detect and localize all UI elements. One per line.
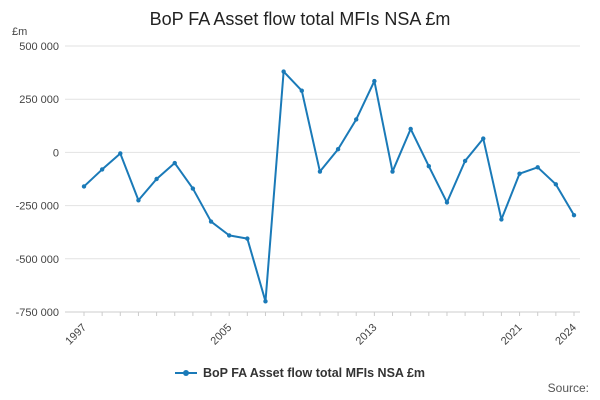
data-point[interactable]	[245, 236, 250, 241]
x-tick-label: 2024	[553, 322, 579, 348]
data-point[interactable]	[571, 212, 577, 218]
data-point[interactable]	[499, 217, 504, 222]
y-tick-label: 0	[53, 147, 59, 159]
data-point[interactable]	[462, 158, 468, 164]
data-point[interactable]	[535, 165, 540, 170]
chart-title: BoP FA Asset flow total MFIs NSA £m	[149, 9, 451, 29]
data-point[interactable]	[408, 126, 413, 132]
x-tick-label: 2005	[209, 322, 235, 348]
data-point[interactable]	[154, 176, 159, 182]
data-point[interactable]	[517, 171, 522, 176]
data-point[interactable]	[118, 151, 123, 156]
x-tick-label: 1997	[63, 322, 89, 348]
data-point[interactable]	[354, 117, 359, 122]
data-point[interactable]	[208, 219, 214, 224]
y-tick-label: -250 000	[16, 201, 59, 213]
series-group	[81, 69, 577, 304]
data-point[interactable]	[335, 147, 341, 152]
legend-label: BoP FA Asset flow total MFIs NSA £m	[202, 366, 426, 380]
data-point[interactable]	[172, 160, 177, 166]
data-point[interactable]	[136, 198, 141, 203]
y-axis-unit-label: £m	[12, 26, 27, 38]
x-tick-label: 2013	[354, 322, 380, 348]
x-axis: 1997 2005 2013 2021 2024	[63, 311, 580, 348]
x-tick-label: 2021	[499, 322, 525, 348]
data-point[interactable]	[390, 169, 395, 174]
data-point[interactable]	[281, 69, 286, 74]
data-point[interactable]	[372, 78, 377, 84]
data-point[interactable]	[444, 200, 450, 205]
data-point[interactable]	[81, 184, 87, 189]
data-point[interactable]	[190, 186, 196, 191]
y-tick-label: 250 000	[19, 94, 59, 106]
data-point[interactable]	[99, 167, 105, 172]
data-point[interactable]	[553, 182, 559, 187]
legend: BoP FA Asset flow total MFIs NSA £m	[0, 366, 600, 380]
y-tick-label: -500 000	[16, 254, 59, 266]
source-label: Source:	[547, 381, 589, 395]
data-point[interactable]	[263, 299, 268, 304]
y-tick-label: -750 000	[16, 307, 59, 319]
y-tick-label: 500 000	[19, 41, 59, 53]
y-axis-ticks: 500 000 250 000 0 -250 000 -500 000 -750 000	[16, 41, 59, 319]
series-line	[83, 70, 575, 303]
data-point[interactable]	[426, 164, 432, 169]
data-point[interactable]	[481, 136, 486, 141]
data-point[interactable]	[226, 233, 232, 238]
data-point[interactable]	[317, 169, 323, 174]
gridlines	[65, 45, 580, 313]
data-point[interactable]	[299, 88, 304, 93]
legend-swatch	[174, 367, 197, 379]
